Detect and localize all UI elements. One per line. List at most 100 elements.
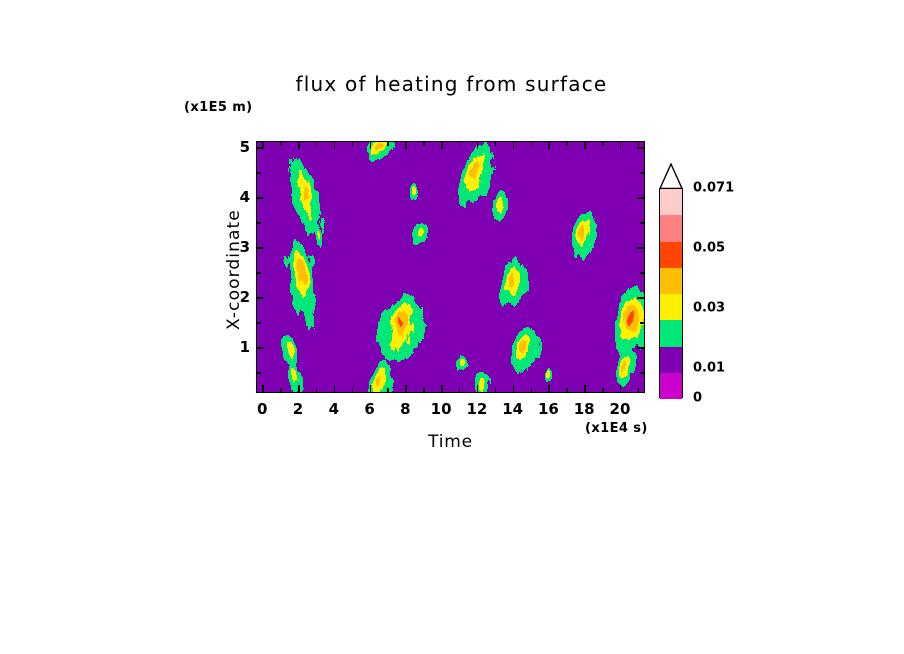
x-minor-tick	[566, 388, 568, 393]
y-major-tick-right	[637, 147, 645, 149]
x-minor-tick	[602, 388, 604, 393]
x-minor-tick-top	[423, 141, 425, 146]
x-minor-tick	[315, 388, 318, 393]
x-major-tick-top	[548, 141, 550, 149]
x-minor-tick	[423, 388, 425, 393]
y-minor-tick-right	[640, 322, 645, 324]
x-axis-unit-label: (x1E4 s)	[585, 421, 648, 436]
x-major-tick-top	[405, 141, 407, 149]
colorbar-band	[660, 241, 682, 270]
x-tick-label: 10	[430, 400, 452, 418]
x-minor-tick-top	[280, 141, 282, 146]
colorbar-bands	[659, 188, 683, 400]
y-major-tick	[256, 347, 264, 349]
x-tick-label: 18	[573, 400, 595, 418]
x-minor-tick-top	[494, 141, 497, 146]
x-minor-tick	[637, 388, 640, 393]
contour-field	[256, 141, 645, 393]
x-major-tick-top	[619, 141, 622, 149]
x-minor-tick	[351, 388, 354, 393]
x-minor-tick-top	[458, 141, 461, 146]
x-major-tick	[512, 385, 515, 393]
x-major-tick	[298, 385, 300, 393]
colorbar-band	[660, 189, 682, 217]
x-major-tick-top	[369, 141, 372, 149]
x-minor-tick	[458, 388, 461, 393]
x-minor-tick	[530, 388, 533, 393]
x-major-tick	[584, 385, 586, 393]
y-tick-label: 1	[239, 338, 250, 356]
colorbar-tick-label: 0	[693, 390, 703, 406]
x-tick-label: 0	[257, 400, 268, 418]
x-minor-tick-top	[351, 141, 354, 146]
chart-title-text: flux of heating from surface	[295, 72, 608, 96]
y-tick-label: 2	[239, 288, 250, 306]
x-major-tick	[369, 385, 372, 393]
colorbar-band	[660, 215, 682, 243]
x-tick-label: 12	[466, 400, 488, 418]
x-minor-tick	[387, 388, 389, 393]
y-major-tick	[256, 297, 264, 299]
colorbar-tick-label: 0.01	[693, 360, 726, 376]
x-major-tick-top	[333, 141, 336, 149]
x-major-tick	[476, 385, 479, 393]
y-axis-title: X-coordinate	[224, 209, 244, 330]
colorbar-arrow-cap	[659, 163, 683, 189]
x-major-tick-top	[298, 141, 300, 149]
colorbar-band	[660, 372, 682, 400]
y-major-tick	[256, 147, 264, 149]
colorbar-band	[660, 346, 682, 375]
y-major-tick	[256, 197, 264, 199]
y-major-tick-right	[637, 197, 645, 199]
x-minor-tick-top	[530, 141, 533, 146]
plot-area	[256, 141, 645, 393]
x-tick-label: 14	[502, 400, 524, 418]
y-minor-tick	[256, 322, 261, 324]
y-tick-label: 4	[239, 188, 250, 206]
y-major-tick-right	[637, 297, 645, 299]
x-axis-title: Time	[428, 432, 473, 452]
x-minor-tick-top	[315, 141, 318, 146]
x-major-tick-top	[262, 141, 264, 149]
x-tick-label: 6	[364, 400, 375, 418]
chart-title: flux of heating from surface	[0, 72, 904, 96]
y-minor-tick-right	[640, 172, 645, 174]
y-minor-tick-right	[640, 372, 645, 374]
x-major-tick	[262, 385, 264, 393]
y-minor-tick	[256, 172, 261, 174]
x-minor-tick	[494, 388, 497, 393]
x-major-tick-top	[476, 141, 479, 149]
colorbar: 0 0.01 0.03 0.05 0.071	[659, 163, 779, 406]
y-minor-tick	[256, 272, 261, 274]
x-major-tick-top	[584, 141, 586, 149]
x-minor-tick-top	[602, 141, 604, 146]
colorbar-band	[660, 294, 682, 322]
x-major-tick	[441, 385, 443, 393]
x-tick-label: 4	[328, 400, 340, 418]
x-major-tick	[333, 385, 336, 393]
x-major-tick	[548, 385, 550, 393]
x-major-tick	[619, 385, 622, 393]
y-major-tick	[256, 247, 264, 249]
y-axis-unit-label: (x1E5 m)	[184, 100, 253, 115]
y-minor-tick-right	[640, 272, 645, 274]
x-tick-label: 16	[537, 400, 559, 418]
y-major-tick-right	[637, 347, 645, 349]
y-tick-label: 5	[239, 138, 250, 156]
colorbar-tick-label: 0.071	[693, 180, 735, 196]
x-tick-label: 2	[292, 400, 304, 418]
x-minor-tick	[280, 388, 282, 393]
y-minor-tick-right	[640, 222, 645, 224]
y-tick-label: 3	[239, 238, 250, 256]
y-minor-tick	[256, 372, 261, 374]
x-minor-tick-top	[566, 141, 568, 146]
x-minor-tick-top	[387, 141, 389, 146]
y-minor-tick	[256, 222, 261, 224]
x-major-tick	[405, 385, 407, 393]
x-major-tick-top	[512, 141, 515, 149]
colorbar-band	[660, 267, 682, 296]
x-tick-label: 8	[400, 400, 411, 418]
colorbar-band	[660, 320, 682, 348]
y-major-tick-right	[637, 247, 645, 249]
